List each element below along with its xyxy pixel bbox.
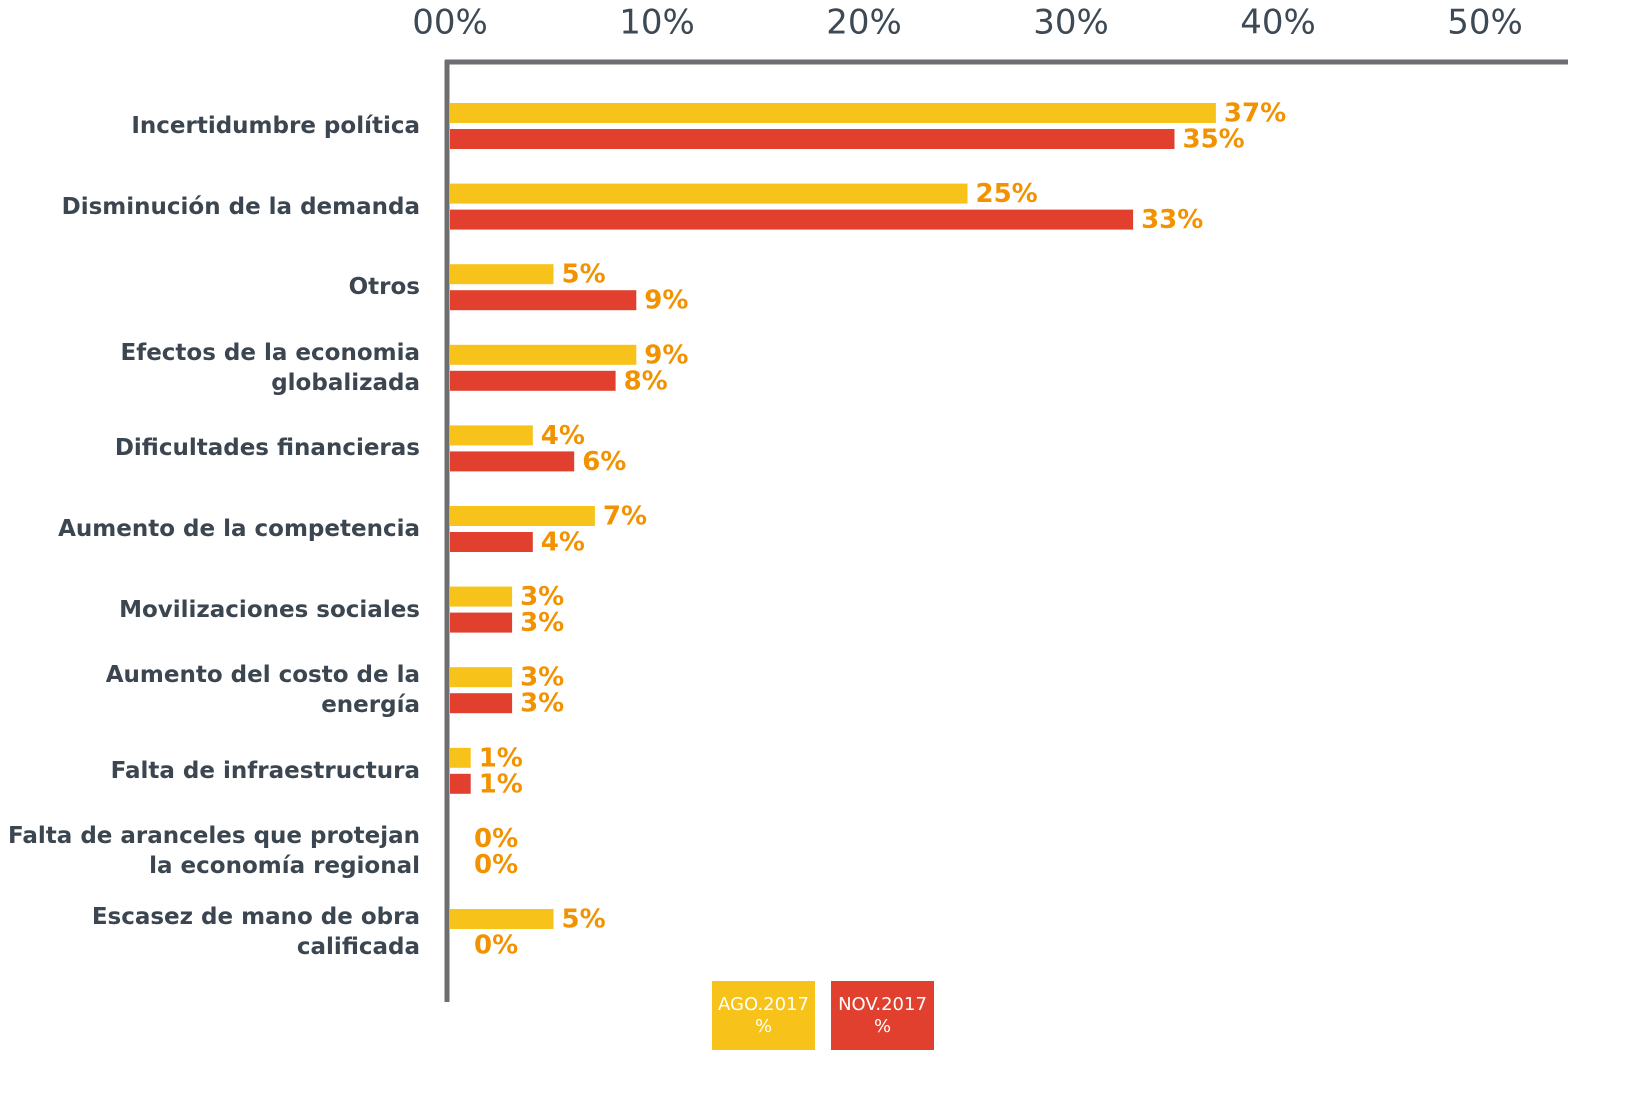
- x-tick-label: 50%: [1447, 3, 1523, 43]
- category-label: Falta de aranceles que protejan la econo…: [8, 823, 420, 880]
- value-label: 37%: [1224, 99, 1286, 129]
- value-label: 3%: [520, 663, 564, 693]
- bar: [450, 209, 1134, 230]
- value-label: 7%: [603, 502, 647, 532]
- bar: [450, 264, 554, 285]
- value-label: 33%: [1141, 205, 1203, 235]
- bar: [450, 103, 1216, 123]
- category-label: Aumento del costo de la energía: [105, 662, 420, 719]
- value-label: 4%: [541, 528, 585, 558]
- bar: [450, 693, 513, 714]
- category-label: Dificultades financieras: [114, 435, 420, 462]
- value-label: 3%: [520, 582, 564, 612]
- value-label: 1%: [479, 743, 523, 773]
- value-label: 35%: [1183, 125, 1245, 155]
- category-label: Incertidumbre política: [131, 113, 420, 139]
- value-label: 3%: [520, 689, 564, 719]
- value-label: 9%: [644, 286, 688, 316]
- value-label: 0%: [474, 931, 518, 961]
- bar: [450, 909, 554, 929]
- value-label: 6%: [582, 447, 626, 477]
- value-label: 5%: [562, 905, 606, 935]
- legend-item: NOV.2017 %: [831, 981, 934, 1050]
- bar: [450, 667, 513, 688]
- bar: [450, 183, 968, 204]
- category-label: Falta de infraestructura: [110, 757, 420, 784]
- value-label: 9%: [644, 340, 688, 370]
- bar: [450, 290, 637, 311]
- bar: [450, 773, 471, 794]
- bar: [450, 370, 616, 391]
- bar: [450, 747, 471, 768]
- bar: [450, 129, 1175, 149]
- value-label: 1%: [479, 769, 523, 799]
- bar: [450, 344, 637, 365]
- category-label: Escasez de mano de obra calificada: [91, 904, 420, 960]
- bar: [450, 532, 533, 552]
- bar: [450, 451, 575, 472]
- bar: [450, 586, 513, 607]
- x-tick-label: 40%: [1240, 3, 1316, 43]
- category-label: Movilizaciones sociales: [119, 596, 420, 623]
- category-label: Otros: [348, 274, 420, 301]
- bar: [450, 425, 533, 446]
- value-label: 5%: [562, 260, 606, 290]
- x-tick-label: 00%: [412, 3, 488, 43]
- legend-item: AGO.2017 %: [712, 981, 815, 1050]
- bar: [450, 506, 595, 526]
- value-label: 4%: [541, 421, 585, 451]
- x-tick-label: 20%: [826, 3, 902, 43]
- value-label: 8%: [624, 366, 668, 396]
- value-label: 0%: [474, 824, 518, 854]
- category-label: Aumento de la competencia: [58, 516, 420, 542]
- value-label: 0%: [474, 850, 518, 880]
- category-label: Efectos de la economia globalizada: [120, 339, 420, 396]
- category-label: Disminución de la demanda: [61, 193, 420, 220]
- value-label: 3%: [520, 608, 564, 638]
- x-tick-label: 10%: [619, 3, 695, 43]
- x-tick-label: 30%: [1033, 3, 1109, 43]
- bar: [450, 612, 513, 633]
- value-label: 25%: [976, 179, 1038, 209]
